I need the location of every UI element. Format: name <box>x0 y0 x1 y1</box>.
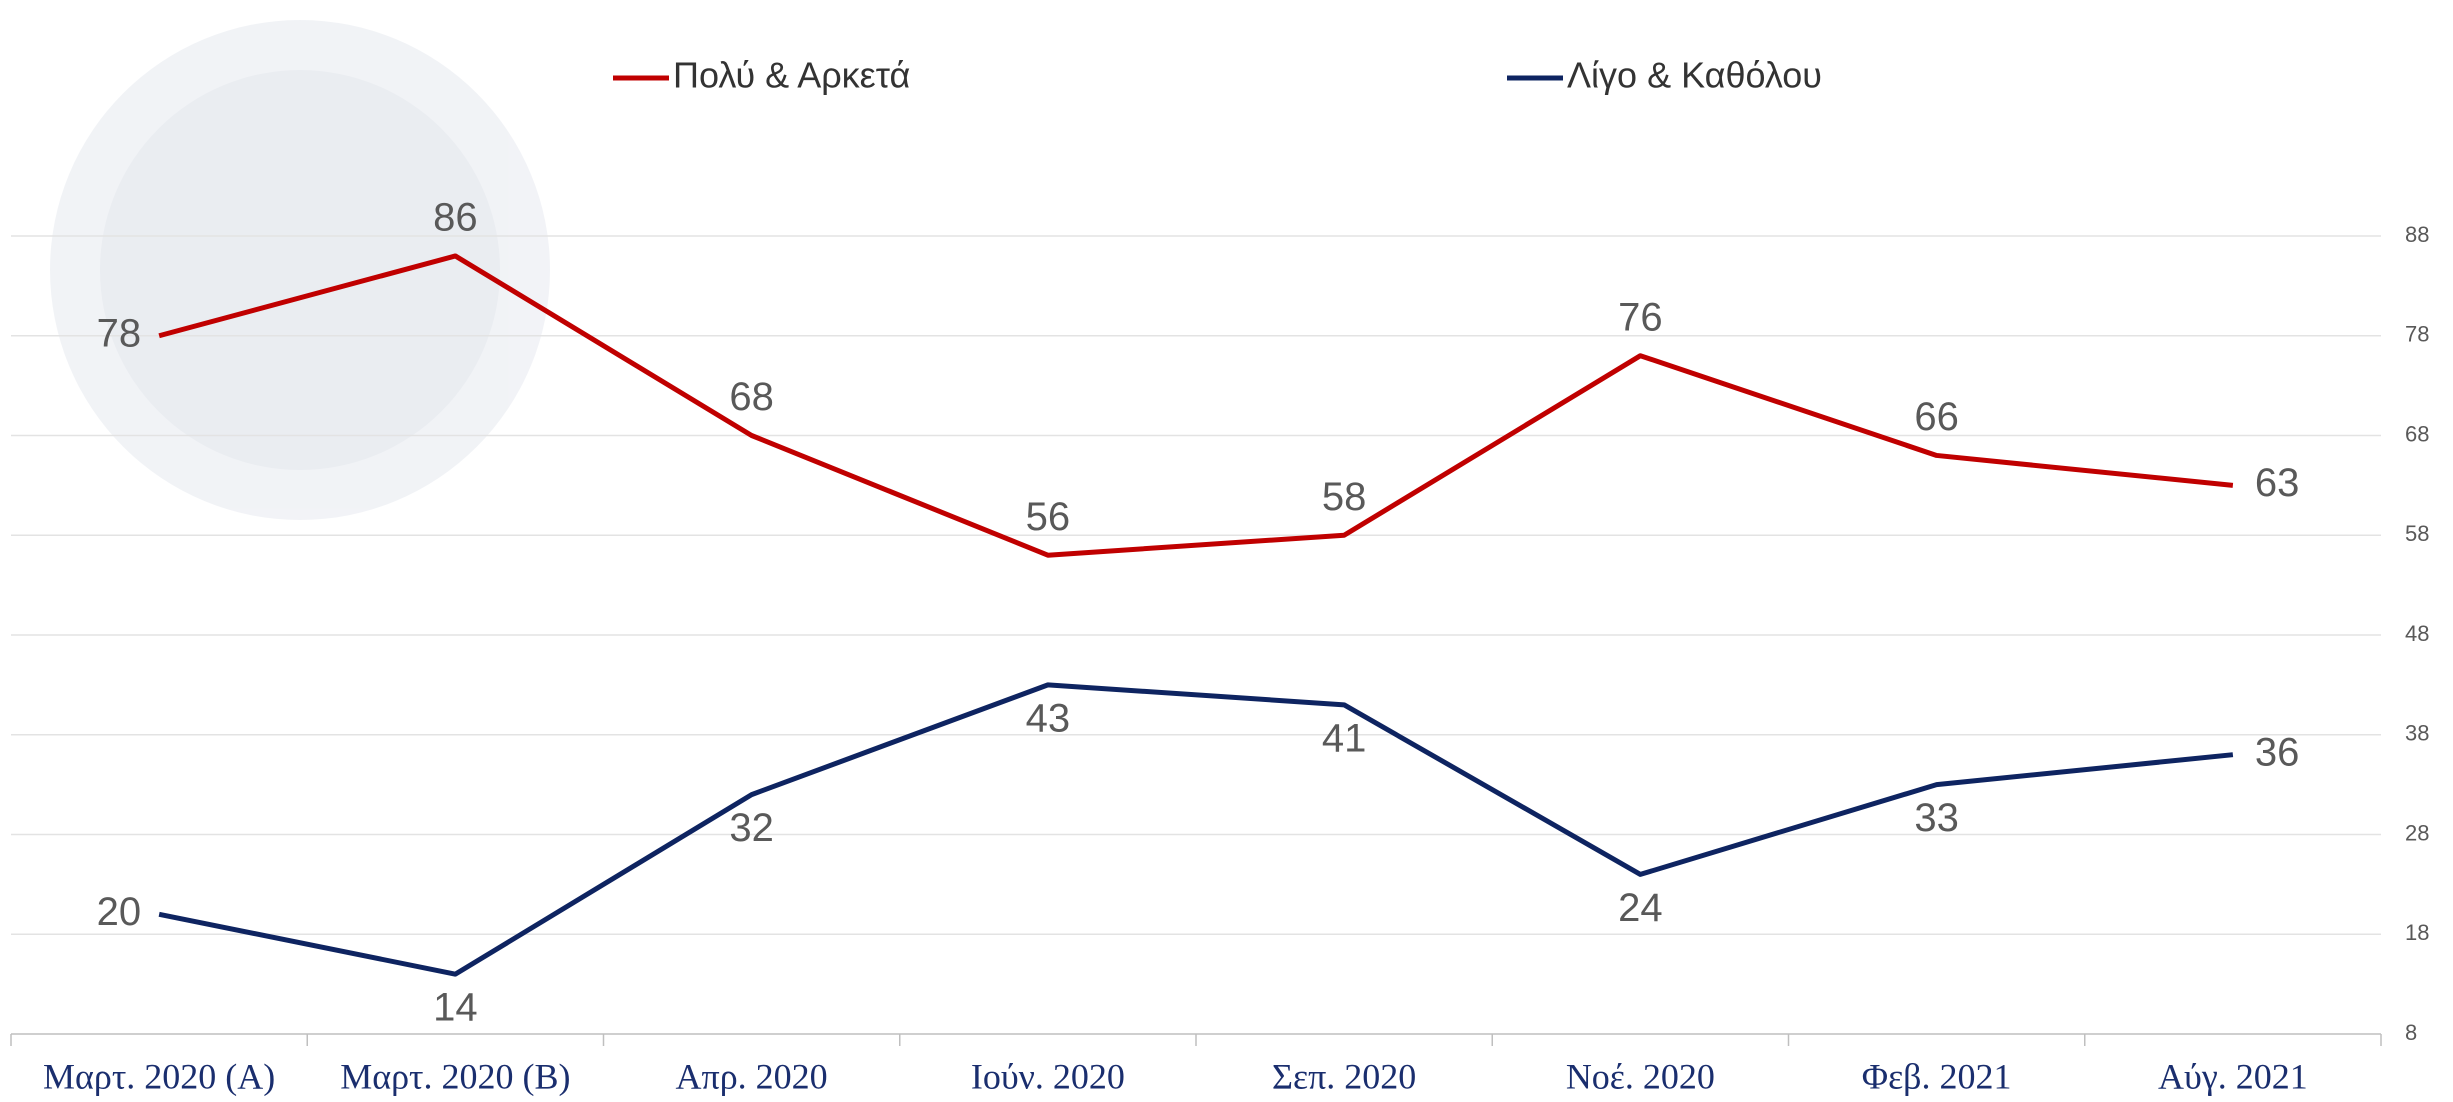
data-label: 66 <box>1914 395 1959 439</box>
y-tick-label: 68 <box>2405 421 2429 446</box>
legend-label: Πολύ & Αρκετά <box>673 55 910 96</box>
x-tick-label: Ιούν. 2020 <box>971 1056 1125 1096</box>
data-label: 76 <box>1618 295 1663 339</box>
x-tick-label: Απρ. 2020 <box>676 1056 828 1096</box>
y-tick-label: 38 <box>2405 721 2429 746</box>
x-tick-label: Αύγ. 2021 <box>2158 1056 2308 1096</box>
data-label: 86 <box>433 196 478 240</box>
x-tick-label: Μαρτ. 2020 (Α) <box>43 1056 275 1096</box>
x-tick-label: Φεβ. 2021 <box>1862 1056 2012 1096</box>
data-label: 14 <box>433 986 478 1030</box>
y-tick-label: 88 <box>2405 222 2429 247</box>
data-label: 41 <box>1322 716 1367 760</box>
data-label: 78 <box>97 311 142 355</box>
data-label: 43 <box>1026 696 1071 740</box>
data-label: 24 <box>1618 886 1663 930</box>
data-label: 63 <box>2255 461 2300 505</box>
x-tick-label: Μαρτ. 2020 (Β) <box>340 1056 570 1096</box>
data-label: 20 <box>97 890 142 934</box>
data-label: 68 <box>729 375 774 419</box>
y-tick-label: 28 <box>2405 820 2429 845</box>
y-tick-label: 58 <box>2405 521 2429 546</box>
data-label: 33 <box>1914 796 1959 840</box>
x-tick-label: Σεπ. 2020 <box>1272 1056 1416 1096</box>
x-tick-label: Νοέ. 2020 <box>1566 1056 1715 1096</box>
y-tick-label: 8 <box>2405 1020 2417 1045</box>
background-decoration <box>50 20 550 520</box>
y-tick-label: 48 <box>2405 621 2429 646</box>
y-tick-label: 18 <box>2405 920 2429 945</box>
data-label: 36 <box>2255 730 2300 774</box>
data-label: 56 <box>1026 495 1071 539</box>
series-line <box>158 253 2234 558</box>
series-line <box>158 682 2234 977</box>
data-label: 32 <box>729 806 774 850</box>
legend-label: Λίγο & Καθόλου <box>1567 55 1822 96</box>
y-tick-label: 78 <box>2405 322 2429 347</box>
data-label: 58 <box>1322 475 1367 519</box>
